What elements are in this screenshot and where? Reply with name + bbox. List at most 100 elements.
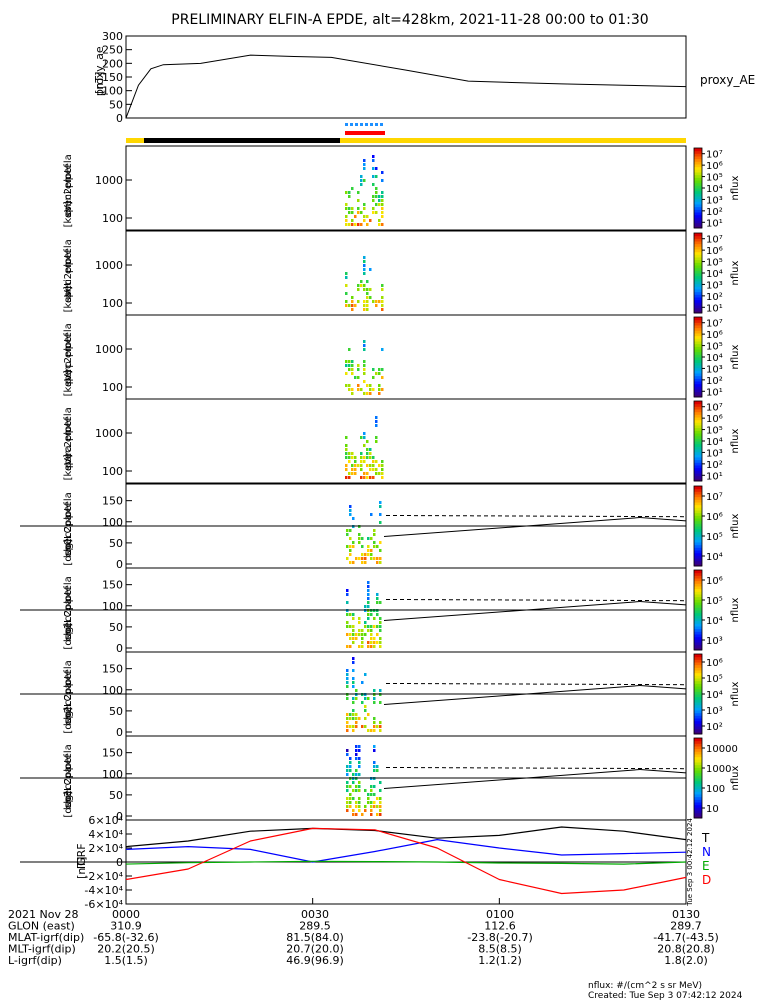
panel-omni-colorbar-cell	[694, 206, 702, 210]
panel-anti-colorbar-cell	[694, 257, 702, 261]
panel-para-pixel	[375, 472, 378, 475]
panel-ch2LC-colorbar-cell	[694, 656, 702, 660]
panel-ch2LC-pixel	[373, 729, 376, 732]
panel-anti-ylabel-line: spec2plot	[63, 254, 74, 303]
panel-para-colorbar-cell	[694, 462, 702, 466]
panel-ch3LC-pixel	[370, 809, 373, 812]
panel-ch3LC-colorbar-cell	[694, 791, 702, 795]
panel-perp-pixel	[369, 388, 372, 391]
panel-omni-colorbar-cell	[694, 201, 702, 205]
panel-perp-pixel	[378, 368, 381, 371]
panel-ch2LC-pixel	[373, 725, 376, 728]
panel-ch3LC-colorbar-cell	[694, 751, 702, 755]
panel-anti-pixel	[348, 304, 351, 307]
panel-ch3LC-pixel	[361, 813, 364, 816]
proxy-ae-ylabel: proxy_ae[nT]	[93, 46, 106, 96]
panel-para-pixel	[360, 436, 363, 439]
panel-ch3LC-pixel	[349, 805, 352, 808]
panel-para-ylabel-line: spec2plot	[63, 422, 74, 471]
panel-perp-colorbar-cell	[694, 391, 702, 395]
panel-anti-pixel	[369, 268, 372, 271]
panel-anti-colorbar-cell	[694, 270, 702, 274]
panel-anti-colorbar-cell	[694, 299, 702, 303]
panel-anti-colorbar-tick-label: 10⁴	[706, 269, 723, 280]
panel-perp-colorbar-cell	[694, 327, 702, 331]
panel-omni-pixel	[372, 207, 375, 210]
panel-para-pixel	[381, 472, 384, 475]
panel-ch1LC-pixel	[379, 629, 382, 632]
panel-para-pixel	[381, 464, 384, 467]
panel-ch0LC-pixel	[379, 541, 382, 544]
panel-ch0LC-pixel	[370, 549, 373, 552]
panel-omni-pixel	[363, 163, 366, 166]
panel-ch3LC-pixel	[364, 809, 367, 812]
panel-ch3LC-colorbar-cell	[694, 738, 702, 742]
panel-perp-ylabel-line: pef	[63, 333, 74, 350]
panel-ch2LC-pixel	[364, 709, 367, 712]
panel-ch2LC-pixel	[349, 725, 352, 728]
panel-ch1LC-pixel	[358, 621, 361, 624]
panel-perp-pixel	[363, 372, 366, 375]
panel-perp-pixel	[351, 372, 354, 375]
panel-omni-colorbar-tick-label: 10¹	[706, 218, 723, 229]
panel-ch0LC-colorbar-cell	[694, 544, 702, 548]
panel-ch3LC-pixel	[358, 805, 361, 808]
panel-perp-colorbar-tick-label: 10³	[706, 364, 723, 375]
panel-omni-colorbar-cell	[694, 164, 702, 168]
panel-ch0LC-colorbar-cell	[694, 494, 702, 498]
panel-para-pixel	[369, 464, 372, 467]
panel-anti-pixel	[363, 268, 366, 271]
panel-perp-pixel	[378, 392, 381, 395]
panel-ch1LC-pixel	[379, 645, 382, 648]
panel-para-pixel	[360, 460, 363, 463]
panel-ch1LC-ytick-label: 0	[116, 642, 123, 655]
panel-ch1LC-pixel	[370, 641, 373, 644]
panel-ch2LC-colorbar-cell	[694, 672, 702, 676]
panel-ch3LC-pixel	[346, 785, 349, 788]
panel-para-ylabel-line: en	[63, 430, 74, 443]
panel-ch3LC-ytick-label: 50	[109, 789, 123, 802]
panel-perp-colorbar-cell	[694, 375, 702, 379]
panel-perp-colorbar-cell	[694, 370, 702, 374]
panel-ch0LC-pixel	[349, 529, 352, 532]
panel-ch0LC-pixel	[349, 549, 352, 552]
panel-perp-pixel	[363, 368, 366, 371]
panel-ch2LC-pixel	[364, 697, 367, 700]
panel-perp-ytick-label: 100	[102, 381, 123, 394]
panel-ch0LC-ylabel-line: [deg]	[63, 539, 74, 566]
panel-ch2LC-pixel	[352, 685, 355, 688]
panel-ch3LC-pixel	[373, 769, 376, 772]
panel-ch2LC-pixel	[367, 729, 370, 732]
panel-ch3LC-pixel	[364, 789, 367, 792]
panel-para-pixel	[363, 476, 366, 479]
panel-anti-pixel	[345, 276, 348, 279]
panel-omni-pixel	[345, 191, 348, 194]
panel-perp-pixel	[345, 364, 348, 367]
panel-para-colorbar-cell	[694, 478, 702, 482]
panel-ch3LC-colorbar-cell	[694, 815, 702, 819]
panel-ch0LC-pixel	[379, 561, 382, 564]
panel-omni-frame	[125, 145, 687, 231]
panel-ch0LC-ylabel-line: pa	[63, 515, 74, 527]
panel-ch1LC-pixel	[349, 633, 352, 636]
x-axis-value: -41.7(-43.5)	[653, 931, 719, 944]
panel-ch3LC-pixel	[358, 797, 361, 800]
panel-ch1LC-pixel	[346, 633, 349, 636]
panel-ch3LC-colorbar-cell	[694, 746, 702, 750]
panel-ch3LC-pixel	[358, 761, 361, 764]
panel-ch2LC-ylabel-line: spec2plot	[63, 675, 74, 724]
panel-ch3LC-pixel	[376, 813, 379, 816]
x-axis-value: 289.5	[299, 920, 331, 933]
panel-anti-pixel	[363, 260, 366, 263]
panel-ch0LC-colorbar-cell	[694, 536, 702, 540]
panel-ch3LC-loss-cone-line-end	[639, 769, 687, 774]
panel-ch2LC-colorbar-cell	[694, 710, 702, 714]
panel-ch3LC-pixel	[346, 773, 349, 776]
panel-ch0LC-pixel	[367, 545, 370, 548]
panel-para-colorbar-cell	[694, 422, 702, 426]
panel-perp-pixel	[348, 368, 351, 371]
panel-ch2LC-pixel	[367, 713, 370, 716]
panel-para-pixel	[354, 472, 357, 475]
panel-para-colorbar-cell	[694, 411, 702, 415]
